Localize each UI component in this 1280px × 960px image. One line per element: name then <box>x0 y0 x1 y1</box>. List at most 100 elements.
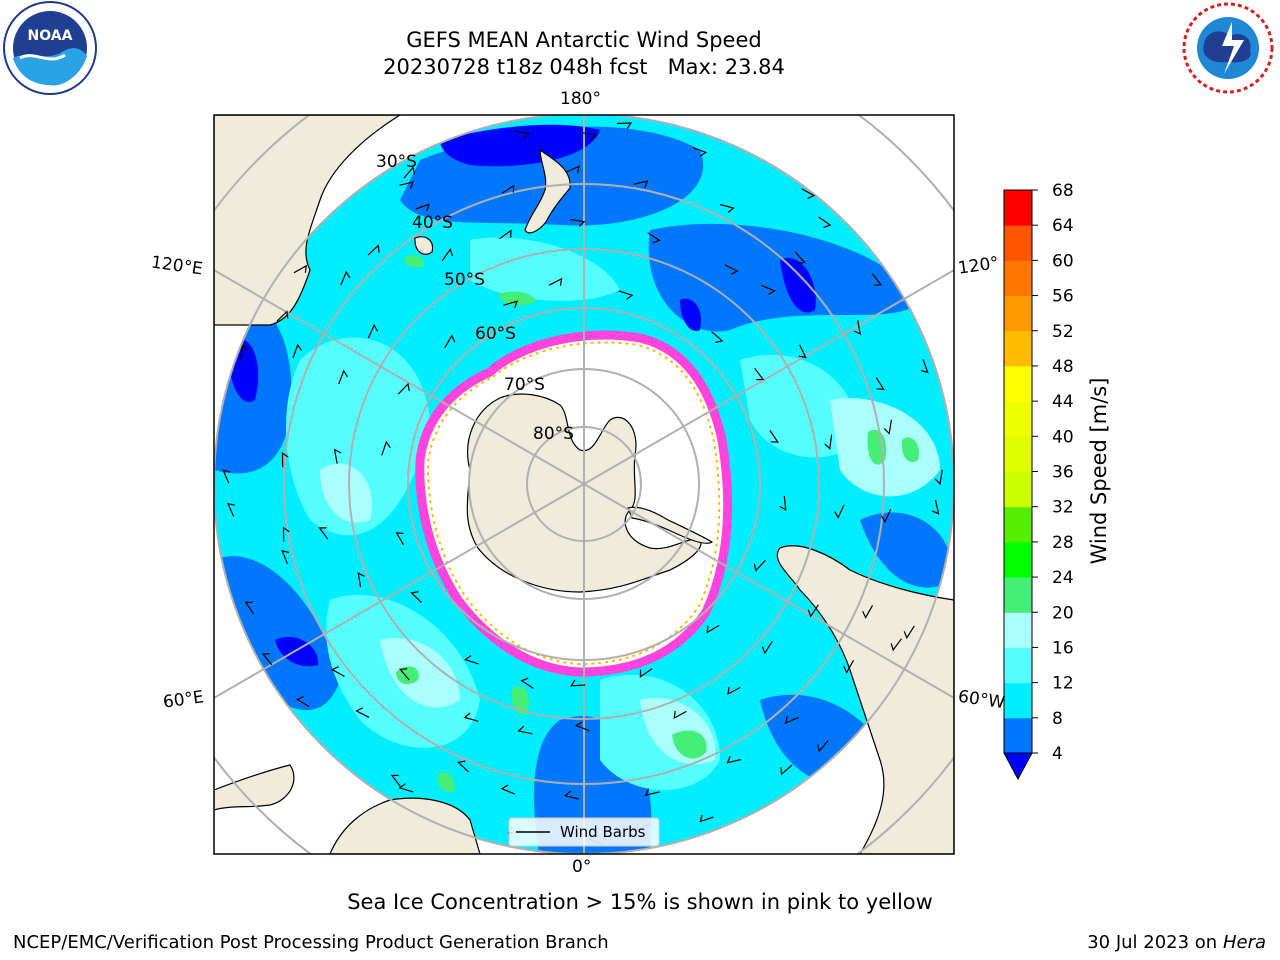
lat-label-60s: 60°S <box>475 324 516 344</box>
wind-barb <box>780 764 793 776</box>
wind-barb <box>333 448 342 464</box>
wind-barb <box>457 760 469 773</box>
colorbar-tick-label: 16 <box>1052 638 1074 658</box>
wind-barb <box>920 359 929 374</box>
lat-label-30s: 30°S <box>376 152 417 172</box>
wind-barb <box>548 277 563 286</box>
noaa-logo: NOAA <box>3 1 97 95</box>
wind-barb <box>871 273 883 286</box>
wind-speed-contour-max <box>437 772 455 793</box>
wind-barb <box>318 527 329 540</box>
colorbar-tick-label: 48 <box>1052 357 1074 377</box>
wind-barb <box>706 624 720 634</box>
wind-barb <box>276 310 289 322</box>
colorbar-label: Wind Speed [m/s] <box>1087 378 1111 565</box>
colorbar-tick-label: 32 <box>1052 498 1074 518</box>
wind-barb <box>798 344 807 359</box>
wind-barb <box>883 419 892 435</box>
colorbar-bin <box>1004 190 1032 226</box>
wind-barb <box>843 660 855 674</box>
colorbar-bin <box>1004 577 1032 613</box>
wind-barb <box>520 677 534 689</box>
wind-barb <box>794 251 806 264</box>
nws-logo <box>1182 2 1274 94</box>
wind-barb <box>410 591 423 604</box>
wind-barb <box>415 203 430 212</box>
colorbar-tick-label: 36 <box>1052 463 1074 483</box>
wind-barb <box>355 707 370 718</box>
wind-barb <box>501 184 515 194</box>
south-america-landmass <box>776 545 954 854</box>
wind-barb <box>570 679 586 687</box>
wind-barb <box>499 229 512 240</box>
wind-barb <box>724 264 739 275</box>
wind-barb <box>574 721 590 732</box>
wind-barb <box>517 725 533 735</box>
colorbar-bin <box>1004 647 1032 684</box>
colorbar-tick-label: 4 <box>1052 744 1063 764</box>
wind-barb <box>673 710 687 720</box>
wind-barb <box>644 788 660 796</box>
colorbar-tick-label: 8 <box>1052 709 1063 729</box>
wind-barb <box>824 434 833 450</box>
colorbar-bin <box>1004 682 1032 719</box>
lat-label-80s: 80°S <box>533 424 574 444</box>
colorbar-tick-label: 24 <box>1052 568 1074 588</box>
wind-barb <box>330 666 345 677</box>
wind-barb <box>807 604 819 618</box>
wind-barb <box>403 166 416 179</box>
wind-barb <box>398 783 414 793</box>
wind-barb <box>503 300 518 309</box>
wind-barb <box>931 499 940 515</box>
wind-barb <box>293 264 307 274</box>
wind-speed-contour-min <box>780 258 816 313</box>
wind-barb <box>338 369 349 385</box>
colorbar-bin <box>1004 401 1032 437</box>
wind-speed-contour-high <box>380 638 460 708</box>
wind-barb <box>880 508 892 524</box>
colorbar-bin <box>1004 506 1032 543</box>
wind-barb <box>381 440 391 456</box>
colorbar-bin <box>1004 365 1032 402</box>
wind-barb <box>633 180 649 188</box>
wind-barb <box>719 203 735 213</box>
wind-barb <box>367 323 379 339</box>
lat-label-50s: 50°S <box>444 270 485 290</box>
colorbar-tick-label: 44 <box>1052 392 1074 412</box>
wind-barb <box>639 668 653 678</box>
wind-barb <box>282 526 290 542</box>
wind-barb <box>753 559 766 572</box>
tasmania-landmass <box>414 236 434 255</box>
legend-box <box>508 817 660 847</box>
colorbar-tick-label: 64 <box>1052 216 1074 236</box>
wind-speed-contour-low <box>860 512 954 588</box>
map-legend: Wind Barbs <box>508 817 660 847</box>
wind-barb <box>226 502 236 517</box>
wind-barb <box>647 232 661 244</box>
wind-barb <box>711 331 724 343</box>
colorbar-bin <box>1004 260 1032 297</box>
colorbar-tick-label: 60 <box>1052 251 1074 271</box>
colorbar-bin <box>1004 295 1032 332</box>
wind-barb <box>464 655 479 665</box>
colorbar-tick-label: 52 <box>1052 322 1074 342</box>
madagascar-landmass <box>214 764 295 811</box>
wind-barb <box>514 130 531 139</box>
wind-barb <box>390 774 401 787</box>
map-frame <box>213 114 955 855</box>
wind-barb <box>463 712 479 722</box>
wind-barb <box>801 188 816 200</box>
wind-barb <box>565 165 580 174</box>
wind-barb <box>398 668 410 681</box>
wind-barb <box>295 696 310 708</box>
wind-barb <box>779 495 787 511</box>
legend-label: Wind Barbs <box>560 823 646 841</box>
colorbar-bin <box>1004 717 1032 754</box>
wind-barbs <box>222 122 943 845</box>
wind-barb <box>853 320 862 336</box>
wind-speed-contour-mid <box>470 237 620 301</box>
wind-barb <box>769 430 779 443</box>
colorbar-bin <box>1004 471 1032 508</box>
wind-barb <box>292 343 303 359</box>
